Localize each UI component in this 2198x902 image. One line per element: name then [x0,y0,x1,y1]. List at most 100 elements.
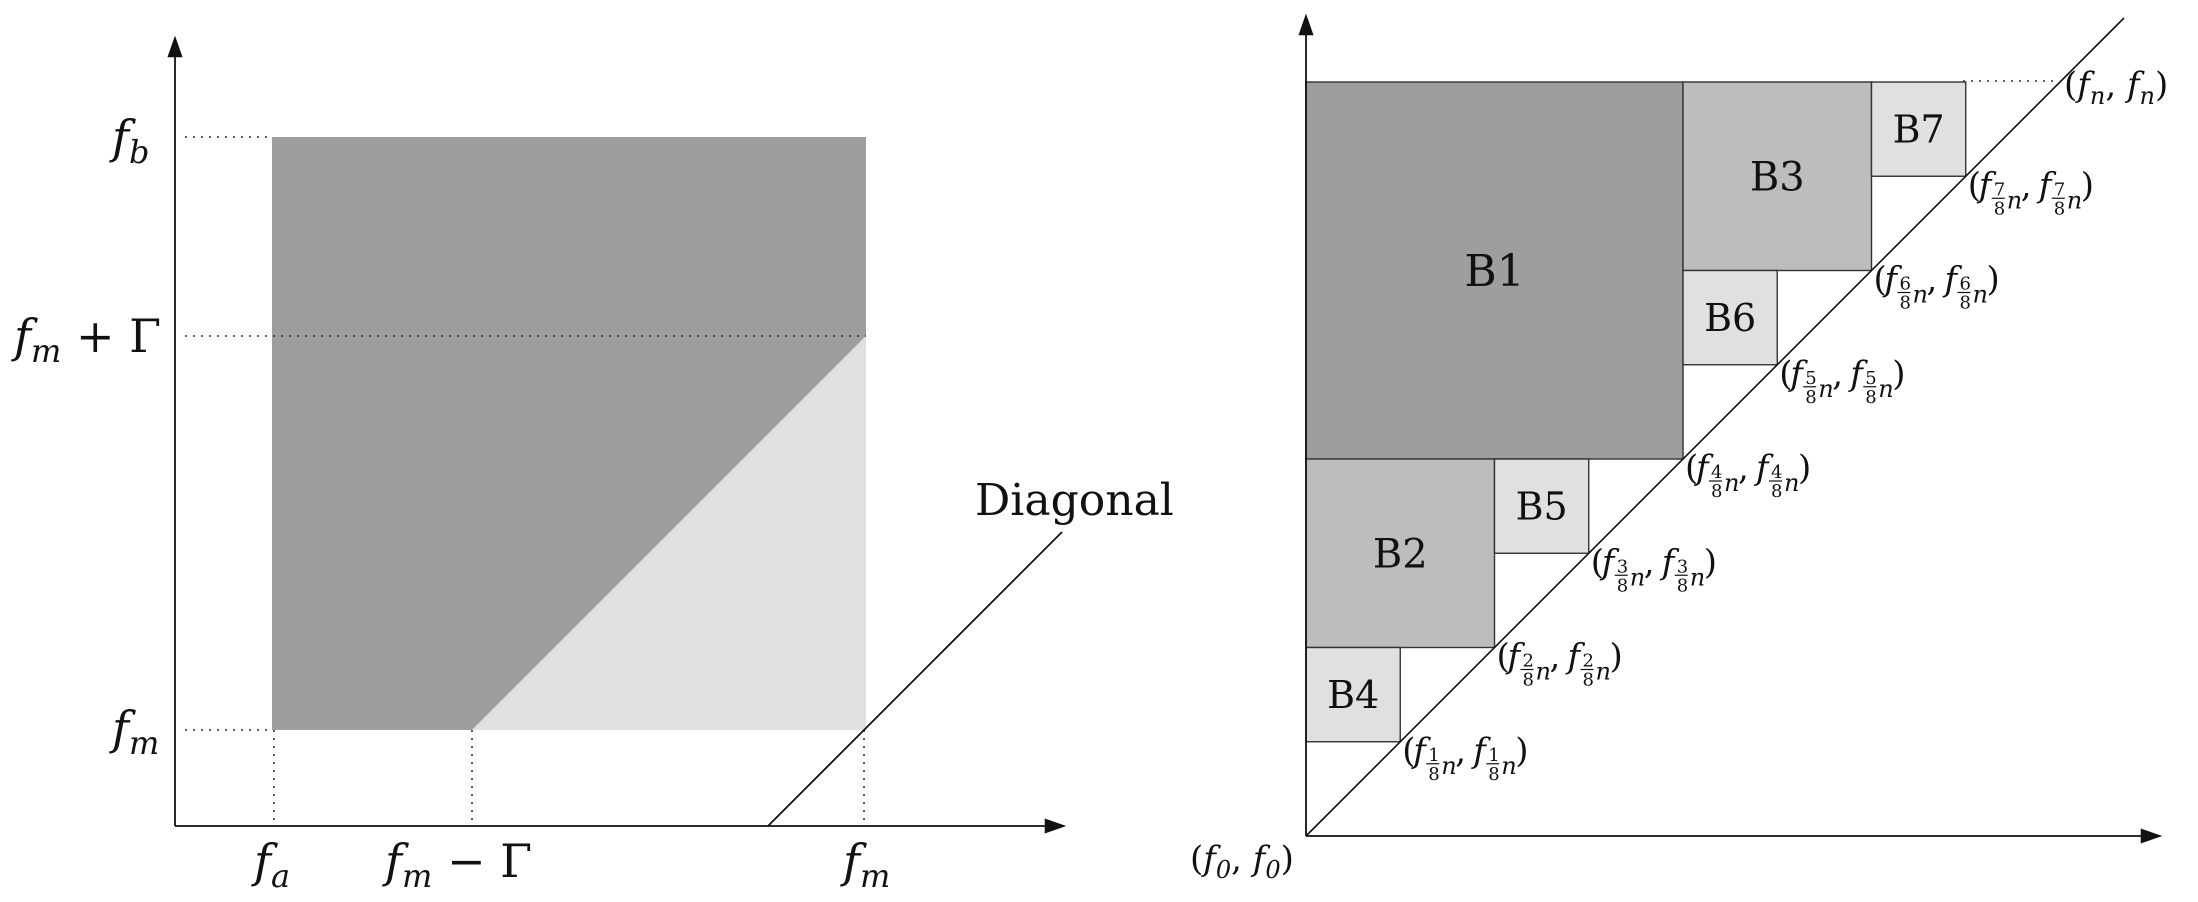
frac-den: 8 [1488,764,1499,785]
frac-den: 8 [1960,293,1971,314]
block-label-b7: B7 [1893,107,1945,151]
comma: , [1644,542,1655,582]
right-diagonal-line [1305,17,2125,837]
paren-close: ) [1798,448,1811,488]
frac-num: 2 [1523,651,1534,672]
frac-den: 8 [1865,387,1876,408]
right-diagram: B1 B2 B3 B4 B5 B6 B7 (f0, f0) (fn, fn) (f 18 n, f 18… [1190,13,2168,884]
frac-num: 1 [1428,745,1439,766]
point-label-3-8: (f 38 n, f 38 n) [1591,542,1717,596]
point-label-5-8: (f 58 n, f 58 n) [1779,354,1905,408]
point-labels: (f0, f0) (fn, fn) (f 18 n, f 18 n) (f 28 n, f 28 n) (f… [1190,65,2168,884]
comma: , [1927,260,1938,300]
point-label-4-8: (f 48 n, f 48 n) [1685,448,1811,502]
comma: , [1455,731,1466,771]
x-label-fm-minus-gamma: fm − Γ [382,834,532,895]
y-label-fb: fb [109,110,150,171]
frac-den: 8 [1771,481,1782,502]
n-symbol: n [1441,752,1456,780]
block-b4 [1305,646,1401,743]
paren-close: ) [2081,165,2094,205]
frac-den: 8 [1617,575,1628,596]
svg-text:(f0, f0): (f0, f0) [1190,839,1294,884]
x-label-fm: fm [840,834,890,895]
paren-open: ( [1874,260,1887,300]
origin-point-label: (f0, f0) [1190,839,1294,884]
comma: , [1738,448,1749,488]
paren-close: ) [1892,354,1905,394]
frac-den: 8 [2054,198,2065,219]
paren-open: ( [1968,165,1981,205]
n-symbol: n [1690,563,1705,591]
n-symbol: n [1818,375,1833,403]
frac-den: 8 [1677,575,1688,596]
frac-den: 8 [1583,670,1594,691]
block-b5 [1493,458,1590,554]
paren-open: ( [1685,448,1698,488]
frac-den: 8 [1900,293,1911,314]
frac-num: 6 [1900,274,1911,295]
comma: , [1832,354,1843,394]
paren-open: ( [1402,731,1415,771]
frac-num: 5 [1805,368,1816,389]
end-point-label: (fn, fn) [2064,65,2168,110]
frac-den: 8 [1523,670,1534,691]
n-symbol: n [1878,375,1893,403]
n-symbol: n [1724,469,1739,497]
frac-num: 4 [1711,462,1722,483]
n-symbol: n [1973,281,1988,309]
frac-num: 5 [1865,368,1876,389]
frac-num: 1 [1488,745,1499,766]
y-label-fm-plus-gamma: fm + Γ [11,309,161,370]
svg-text:(fn, fn): (fn, fn) [2064,65,2168,110]
n-symbol: n [2067,186,2082,214]
paren-close: ) [1987,260,2000,300]
frac-den: 8 [1805,387,1816,408]
block-label-b1: B1 [1464,246,1524,297]
n-symbol: n [1784,469,1799,497]
block-b7 [1870,81,1967,177]
block-label-b5: B5 [1516,484,1568,528]
block-label-b4: B4 [1327,673,1379,717]
paren-close: ) [1704,542,1717,582]
n-symbol: n [1913,281,1928,309]
paren-close: ) [1610,637,1623,677]
block-layer: B1 B2 B3 B4 B5 B6 B7 [1305,81,1967,743]
n-symbol: n [1596,658,1611,686]
n-symbol: n [1630,563,1645,591]
left-guides [185,136,866,826]
frac-den: 8 [1994,198,2005,219]
frac-num: 7 [1994,179,2005,200]
comma: , [2021,165,2032,205]
block-label-b3: B3 [1750,154,1805,200]
x-label-fa: fa [251,834,290,895]
dark-region [272,137,866,730]
frac-den: 8 [1711,481,1722,502]
frac-num: 3 [1617,556,1628,577]
diagonal-label: Diagonal [975,475,1174,526]
n-symbol: n [1501,752,1516,780]
comma: , [1550,637,1561,677]
block-b6 [1682,269,1778,366]
paren-open: ( [1497,637,1510,677]
paren-open: ( [1591,542,1604,582]
point-label-7-8: (f 78 n, f 78 n) [1968,165,2094,219]
left-diagram: Diagonal fb fm + Γ fm fa fm − Γ fm [11,35,1174,895]
frac-num: 2 [1583,651,1594,672]
point-label-6-8: (f 68 n, f 68 n) [1874,260,2000,314]
y-label-fm: fm [109,701,159,762]
n-symbol: n [1536,658,1551,686]
paren-close: ) [1515,731,1528,771]
point-label-1-8: (f 18 n, f 18 n) [1402,731,1528,785]
paren-open: ( [1779,354,1792,394]
frac-num: 7 [2054,179,2065,200]
frac-den: 8 [1428,764,1439,785]
frac-num: 4 [1771,462,1782,483]
block-label-b2: B2 [1373,531,1428,577]
point-label-2-8: (f 28 n, f 28 n) [1497,637,1623,691]
frac-num: 3 [1677,556,1688,577]
block-label-b6: B6 [1704,296,1756,340]
light-region [472,336,866,730]
frac-num: 6 [1960,274,1971,295]
